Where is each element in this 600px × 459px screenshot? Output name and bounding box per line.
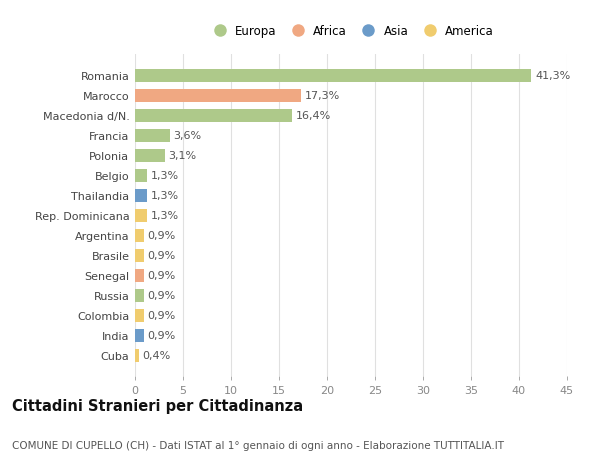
Bar xyxy=(135,309,143,322)
Text: 1,3%: 1,3% xyxy=(151,171,179,181)
Text: 0,9%: 0,9% xyxy=(148,231,176,241)
Text: 16,4%: 16,4% xyxy=(296,111,332,121)
Text: 0,4%: 0,4% xyxy=(143,350,171,360)
Text: 0,9%: 0,9% xyxy=(148,310,176,320)
Bar xyxy=(135,249,143,262)
Text: 1,3%: 1,3% xyxy=(151,191,179,201)
Legend: Europa, Africa, Asia, America: Europa, Africa, Asia, America xyxy=(203,20,499,43)
Text: 0,9%: 0,9% xyxy=(148,330,176,340)
Bar xyxy=(135,150,165,162)
Bar xyxy=(135,269,143,282)
Bar xyxy=(135,189,148,202)
Text: 3,1%: 3,1% xyxy=(169,151,197,161)
Text: COMUNE DI CUPELLO (CH) - Dati ISTAT al 1° gennaio di ogni anno - Elaborazione TU: COMUNE DI CUPELLO (CH) - Dati ISTAT al 1… xyxy=(12,440,504,450)
Bar xyxy=(135,349,139,362)
Bar xyxy=(135,329,143,342)
Text: 0,9%: 0,9% xyxy=(148,291,176,301)
Text: 3,6%: 3,6% xyxy=(173,131,202,141)
Text: 0,9%: 0,9% xyxy=(148,270,176,280)
Text: Cittadini Stranieri per Cittadinanza: Cittadini Stranieri per Cittadinanza xyxy=(12,398,303,413)
Text: 0,9%: 0,9% xyxy=(148,251,176,261)
Bar xyxy=(135,229,143,242)
Bar xyxy=(135,70,532,83)
Bar xyxy=(135,209,148,222)
Text: 41,3%: 41,3% xyxy=(535,71,571,81)
Bar xyxy=(135,129,170,142)
Bar xyxy=(135,90,301,102)
Bar xyxy=(135,169,148,182)
Text: 1,3%: 1,3% xyxy=(151,211,179,221)
Bar xyxy=(135,289,143,302)
Bar xyxy=(135,110,292,123)
Text: 17,3%: 17,3% xyxy=(305,91,340,101)
